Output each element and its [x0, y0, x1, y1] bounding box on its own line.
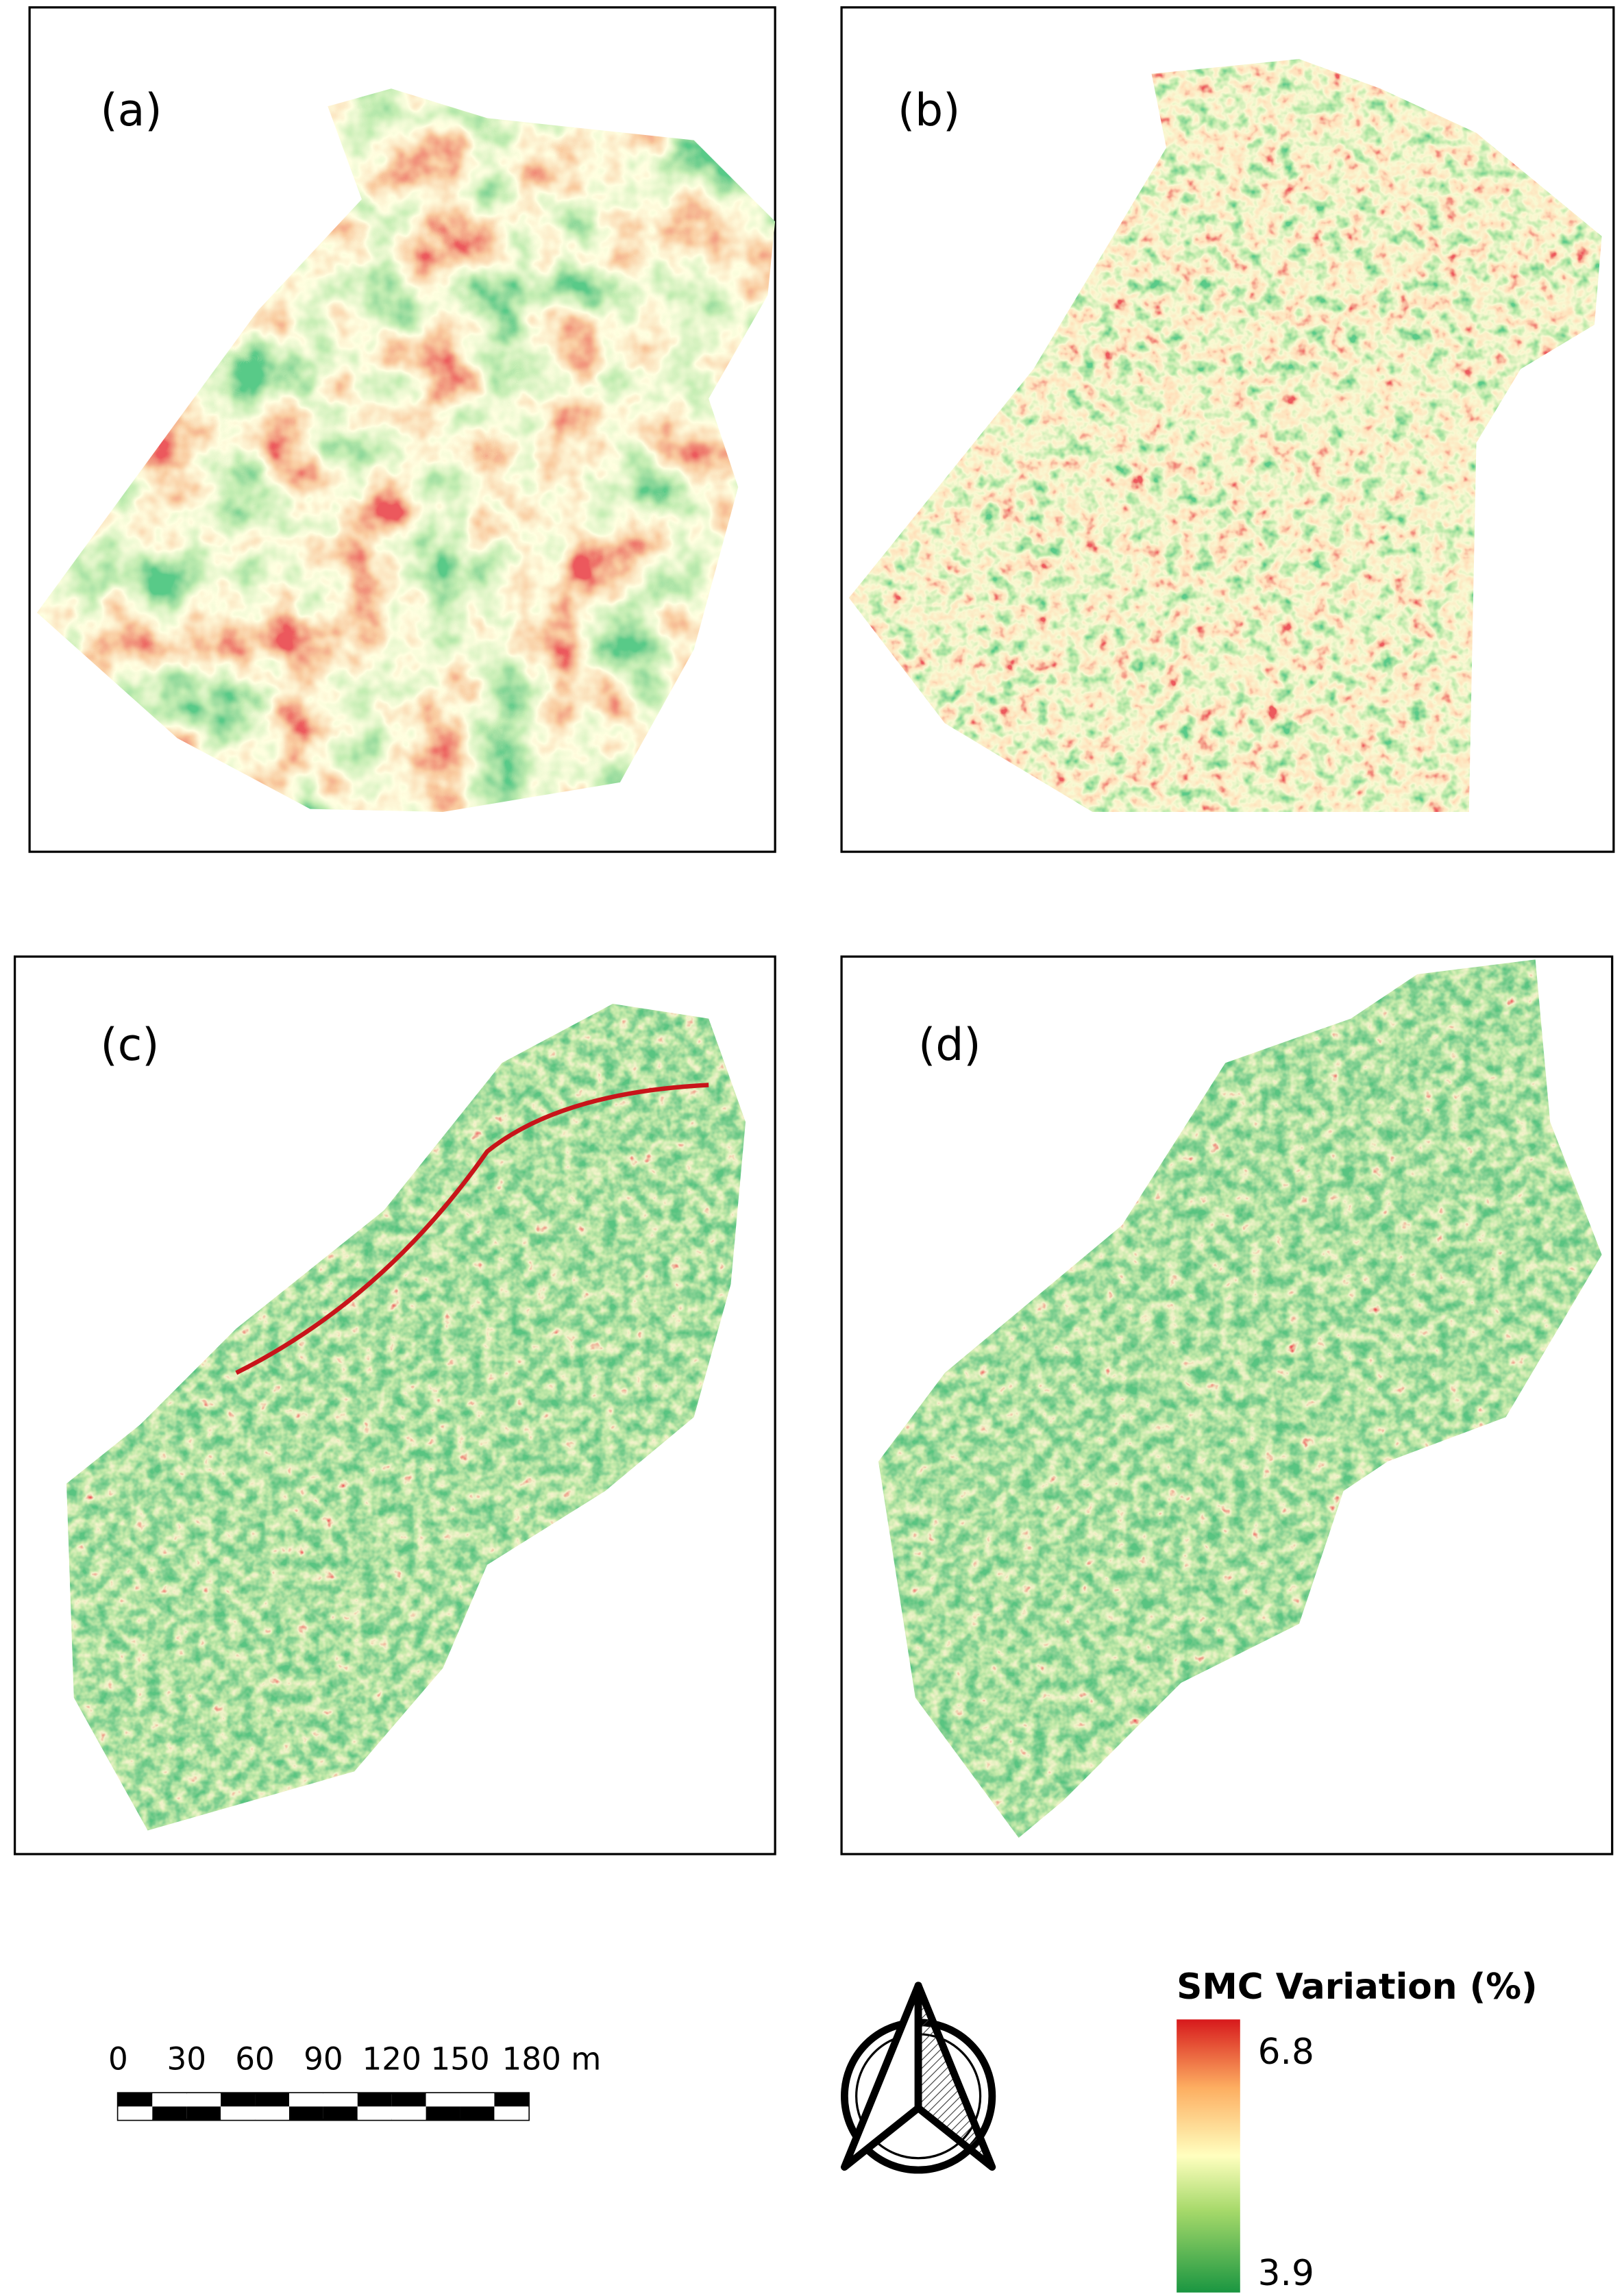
- scale-segment: [152, 2093, 187, 2107]
- panel-label: (d): [918, 1020, 981, 1071]
- panel-label: (c): [101, 1020, 160, 1071]
- smc-map: [66, 1004, 746, 1831]
- legend-title: SMC Variation (%): [1177, 1966, 1538, 2008]
- scale-segment: [186, 2106, 221, 2120]
- scale-segment: [460, 2106, 495, 2120]
- scale-segment: [460, 2093, 495, 2107]
- panel-frame: [840, 6, 1615, 853]
- scale-segment: [255, 2093, 289, 2107]
- scale-segment: [186, 2093, 221, 2107]
- north-arrow: [841, 1982, 996, 2174]
- scale-label: 30: [167, 2041, 206, 2077]
- panel-label: (b): [898, 85, 960, 136]
- panel-frame: [840, 955, 1614, 1855]
- scale-label: 90: [304, 2041, 343, 2077]
- scale-segment: [255, 2106, 289, 2120]
- scale-bar: 0 30 60 90 120 150 180 m: [108, 2041, 602, 2121]
- scale-segment: [391, 2106, 426, 2120]
- scale-segment: [426, 2093, 460, 2107]
- scale-label: 180 m: [502, 2041, 602, 2077]
- scale-segment: [426, 2106, 460, 2120]
- scale-segment: [323, 2106, 358, 2120]
- scale-segment: [323, 2093, 358, 2107]
- scale-segment: [288, 2093, 323, 2107]
- scale-segment: [152, 2106, 187, 2120]
- color-bar: [1177, 2019, 1240, 2293]
- panel-frame: [28, 6, 776, 853]
- legend-max: 6.8: [1258, 2032, 1314, 2073]
- scale-segment: [391, 2093, 426, 2107]
- scale-segment: [118, 2093, 153, 2107]
- scale-label: 0: [108, 2041, 128, 2077]
- scale-label: 60: [235, 2041, 275, 2077]
- scale-segment: [221, 2093, 256, 2107]
- scale-segment: [494, 2093, 529, 2107]
- smc-map: [36, 88, 776, 812]
- scale-segment: [221, 2106, 256, 2120]
- scale-segment: [118, 2106, 153, 2120]
- scale-label: 150: [430, 2041, 489, 2077]
- scale-segment: [288, 2106, 323, 2120]
- scale-segment: [357, 2093, 392, 2107]
- legend-min: 3.9: [1258, 2253, 1314, 2294]
- smc-map: [878, 959, 1602, 1838]
- panel-frame: [13, 955, 776, 1855]
- smc-map: [848, 59, 1602, 812]
- panel-label: (a): [101, 85, 162, 136]
- scale-segment: [494, 2106, 529, 2120]
- scale-label: 120: [362, 2041, 421, 2077]
- scale-segment: [357, 2106, 392, 2120]
